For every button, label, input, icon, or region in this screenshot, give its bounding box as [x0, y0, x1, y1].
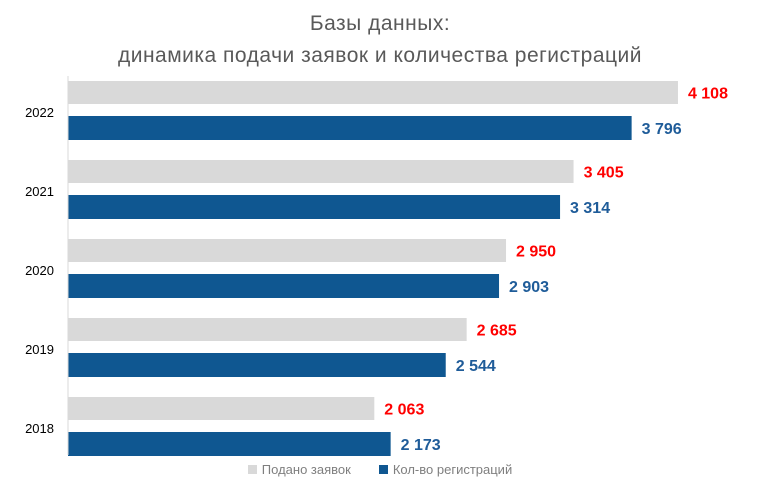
bar-applications	[68, 81, 678, 104]
bar-registrations	[68, 195, 561, 219]
bar-applications	[68, 397, 375, 420]
category-label: 2021	[25, 184, 54, 199]
data-label: 2 903	[509, 279, 549, 296]
data-label: 2 685	[477, 323, 517, 340]
chart-title-line1: Базы данных:	[309, 12, 451, 35]
data-label: 4 108	[688, 86, 728, 103]
bar-applications	[68, 239, 507, 262]
data-label: 2 063	[384, 402, 424, 419]
legend: Подано заявок Кол-во регистраций	[0, 462, 760, 477]
data-label: 3 314	[570, 200, 610, 217]
legend-item-applications[interactable]: Подано заявок	[247, 462, 351, 477]
data-label: 3 796	[642, 121, 682, 138]
bar-registrations	[68, 116, 632, 140]
legend-swatch	[378, 465, 388, 474]
bar-applications	[68, 318, 467, 341]
legend-item-registrations[interactable]: Кол-во регистраций	[378, 462, 512, 477]
data-label: 2 173	[401, 437, 441, 454]
category-label: 2019	[25, 342, 54, 357]
bar-registrations	[68, 274, 500, 298]
bar-registrations	[68, 432, 391, 456]
legend-swatch	[247, 465, 257, 474]
chart-title-line2: динамика подачи заявок и количества реги…	[117, 44, 643, 67]
data-label: 2 950	[516, 244, 556, 261]
category-label: 2020	[25, 263, 54, 278]
category-label: 2022	[25, 105, 54, 120]
category-label: 2018	[25, 421, 54, 436]
bar-registrations	[68, 353, 446, 377]
bar-applications	[68, 160, 574, 183]
data-label: 2 544	[456, 358, 496, 375]
data-label: 3 405	[584, 165, 624, 182]
